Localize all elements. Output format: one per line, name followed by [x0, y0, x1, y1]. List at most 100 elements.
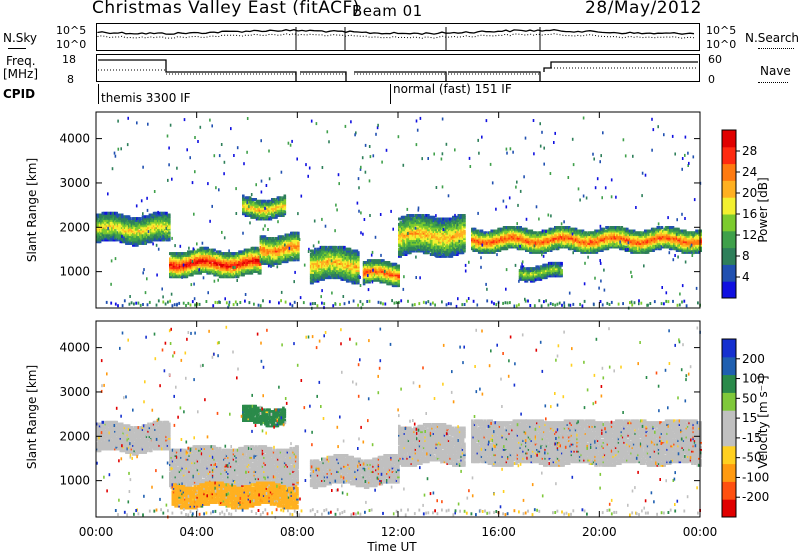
range-cell [156, 226, 160, 229]
range-cell [417, 221, 420, 225]
range-cell [246, 268, 250, 272]
range-cell [436, 242, 440, 246]
range-cell [414, 244, 418, 248]
range-cell [187, 257, 190, 261]
range-cell [246, 250, 250, 254]
range-cell [495, 240, 499, 244]
range-cell [555, 234, 558, 238]
range-cell [185, 271, 189, 275]
range-cell [321, 277, 324, 281]
range-cell [425, 247, 429, 251]
nsky-panel [96, 23, 700, 51]
range-cell [257, 208, 260, 212]
range-cell [129, 233, 132, 237]
range-cell [216, 271, 219, 275]
range-cell [156, 236, 160, 240]
range-cell [218, 253, 222, 257]
range-cell [380, 264, 384, 268]
range-cell [232, 275, 236, 279]
range-cell [276, 256, 279, 260]
range-cell [287, 237, 290, 240]
range-cell [137, 220, 141, 224]
range-cell [175, 269, 179, 273]
range-cell [242, 210, 245, 214]
range-cell [282, 214, 285, 217]
range-cell [132, 243, 135, 247]
range-cell [376, 261, 380, 264]
range-cell [536, 245, 539, 249]
range-cell [96, 231, 99, 235]
range-cell [178, 255, 182, 259]
range-cell [411, 226, 415, 230]
range-cell [409, 221, 412, 225]
range-cell [111, 234, 114, 238]
range-cell [413, 240, 416, 244]
range-cell [257, 250, 261, 254]
range-cell [475, 240, 478, 244]
range-cell [493, 250, 496, 254]
range-cell [357, 263, 360, 267]
range-cell [345, 260, 349, 264]
range-cell [491, 249, 495, 252]
range-cell [489, 234, 492, 238]
range-cell [556, 241, 560, 245]
range-cell [354, 254, 357, 258]
range-cell [287, 247, 290, 251]
range-cell [162, 222, 165, 226]
range-cell [337, 267, 341, 271]
range-cell [257, 214, 260, 217]
range-cell [352, 261, 356, 265]
range-cell [341, 277, 345, 281]
range-cell [487, 243, 491, 247]
range-cell [107, 238, 110, 242]
range-cell [414, 222, 418, 226]
range-cell [130, 233, 134, 237]
range-cell [254, 208, 257, 212]
range-cell [526, 245, 529, 249]
range-cell [112, 220, 116, 224]
range-cell [425, 245, 429, 249]
range-cell [261, 240, 264, 244]
range-cell [195, 271, 198, 275]
range-cell [158, 217, 161, 221]
range-cell [253, 203, 256, 207]
range-cell [132, 218, 135, 222]
range-cell [290, 249, 293, 253]
range-cell [449, 219, 452, 223]
range-cell [447, 228, 451, 232]
range-cell [326, 272, 330, 276]
range-cell [151, 224, 154, 228]
range-cell [275, 203, 278, 207]
range-cell [267, 254, 271, 258]
range-cell [236, 257, 240, 261]
range-cell [151, 238, 154, 242]
range-cell [256, 252, 259, 256]
range-cell [425, 244, 429, 248]
range-cell [292, 249, 296, 253]
range-cell [271, 212, 274, 216]
range-cell [234, 262, 237, 266]
range-cell [460, 221, 463, 225]
range-cell [266, 237, 270, 240]
range-cell [429, 237, 433, 240]
range-cell [339, 254, 342, 258]
range-cell [393, 282, 396, 286]
range-cell [479, 240, 482, 244]
range-cell [340, 265, 343, 269]
range-cell [407, 249, 411, 253]
range-cell [314, 277, 317, 281]
range-cell [261, 208, 264, 212]
range-cell [136, 238, 139, 242]
range-cell [382, 266, 385, 270]
range-cell [449, 226, 452, 230]
range-cell [213, 271, 216, 275]
range-cell [154, 238, 157, 242]
range-cell [250, 257, 254, 261]
range-cell [554, 236, 557, 240]
range-cell [269, 261, 272, 265]
range-cell [345, 261, 349, 265]
range-cell [554, 233, 557, 237]
range-cell [202, 255, 205, 259]
range-cell [549, 227, 553, 231]
range-cell [518, 238, 521, 242]
